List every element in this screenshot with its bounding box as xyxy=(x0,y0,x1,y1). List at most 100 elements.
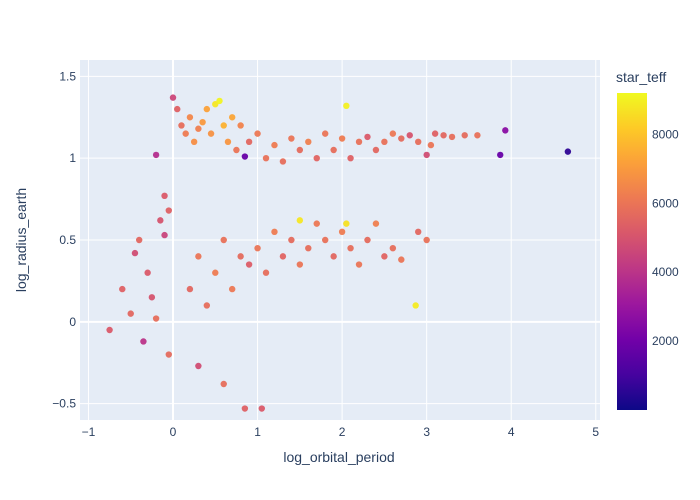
data-point xyxy=(220,236,227,244)
data-point xyxy=(406,132,413,139)
x-axis-title: log_orbital_period xyxy=(283,449,394,465)
colorbar-tick-label: 6000 xyxy=(652,196,679,210)
colorbar-tick-label: 2000 xyxy=(652,334,679,348)
y-tick-label: 0 xyxy=(69,315,76,329)
data-point xyxy=(338,135,346,142)
data-point xyxy=(381,138,388,146)
data-point xyxy=(262,269,270,276)
data-point xyxy=(169,94,177,101)
data-point xyxy=(415,228,422,236)
points-layer xyxy=(106,94,572,412)
data-point xyxy=(254,244,261,252)
x-tick-label: 4 xyxy=(508,425,515,439)
data-point xyxy=(296,146,304,154)
data-point xyxy=(148,294,156,301)
data-point xyxy=(330,253,337,260)
data-point xyxy=(398,256,405,263)
data-point xyxy=(398,135,405,142)
y-axis-ticks: −0.5 0 0.5 1 1.5 xyxy=(52,69,76,410)
data-point xyxy=(364,236,371,244)
data-point xyxy=(140,338,147,345)
data-point xyxy=(347,244,354,252)
data-point xyxy=(347,154,354,162)
data-point xyxy=(372,146,380,154)
data-point xyxy=(212,269,219,276)
data-point xyxy=(355,261,363,268)
colorbar-tick-label: 8000 xyxy=(652,127,679,141)
data-point xyxy=(423,236,430,244)
data-point xyxy=(461,132,468,139)
data-point xyxy=(381,253,388,260)
data-point xyxy=(106,326,113,334)
data-point xyxy=(220,122,227,129)
colorbar: star_teff 2000 4000 6000 8000 xyxy=(616,69,679,410)
colorbar-tick-label: 4000 xyxy=(652,265,679,279)
data-point xyxy=(245,261,253,268)
data-point xyxy=(474,132,481,139)
data-point xyxy=(330,146,337,154)
data-point xyxy=(152,315,160,322)
data-point xyxy=(502,127,509,134)
data-point xyxy=(195,125,202,132)
data-point xyxy=(178,122,185,129)
data-point xyxy=(186,285,194,293)
data-point xyxy=(195,253,202,260)
data-point xyxy=(228,285,236,293)
data-point xyxy=(322,130,329,137)
data-point xyxy=(313,220,320,227)
x-tick-label: −1 xyxy=(82,425,96,439)
data-point xyxy=(262,154,270,162)
x-tick-label: 0 xyxy=(170,425,177,439)
grid-layer xyxy=(80,60,600,420)
colorbar-ticks: 2000 4000 6000 8000 xyxy=(652,127,679,348)
y-tick-label: −0.5 xyxy=(52,397,76,411)
data-point xyxy=(497,151,504,159)
y-tick-label: 1.5 xyxy=(59,69,76,83)
data-point xyxy=(237,122,244,129)
x-axis-ticks: −1 0 1 2 3 4 5 xyxy=(82,425,600,439)
data-point xyxy=(271,141,278,149)
data-point xyxy=(258,405,265,412)
data-point xyxy=(119,285,126,293)
data-point xyxy=(288,236,295,244)
data-point xyxy=(186,114,194,121)
x-tick-label: 5 xyxy=(592,425,599,439)
data-point xyxy=(343,220,350,227)
data-point xyxy=(423,151,430,159)
data-point xyxy=(245,138,253,146)
data-point xyxy=(313,154,320,162)
data-point xyxy=(195,362,202,370)
data-point xyxy=(220,380,227,388)
colorbar-gradient xyxy=(617,93,647,410)
data-point xyxy=(355,138,363,146)
data-point xyxy=(190,138,198,146)
y-tick-label: 1 xyxy=(69,151,76,165)
data-point xyxy=(296,261,304,268)
data-point xyxy=(216,97,223,105)
data-point xyxy=(203,302,211,309)
data-point xyxy=(161,231,168,239)
data-point xyxy=(389,244,397,252)
colorbar-title: star_teff xyxy=(616,69,666,85)
data-point xyxy=(364,133,371,141)
data-point xyxy=(305,138,312,146)
data-point xyxy=(564,148,572,155)
data-point xyxy=(127,310,134,317)
x-tick-label: 2 xyxy=(339,425,346,439)
data-point xyxy=(224,138,232,146)
data-point xyxy=(427,141,435,149)
data-point xyxy=(372,220,380,227)
data-point xyxy=(338,228,346,236)
data-point xyxy=(152,151,160,159)
data-point xyxy=(440,132,447,139)
data-point xyxy=(237,253,244,260)
y-tick-label: 0.5 xyxy=(59,233,76,247)
data-point xyxy=(288,135,295,142)
data-point xyxy=(431,130,439,137)
data-point xyxy=(415,138,422,146)
data-point xyxy=(389,130,397,137)
data-point xyxy=(296,217,304,224)
data-point xyxy=(207,130,215,137)
